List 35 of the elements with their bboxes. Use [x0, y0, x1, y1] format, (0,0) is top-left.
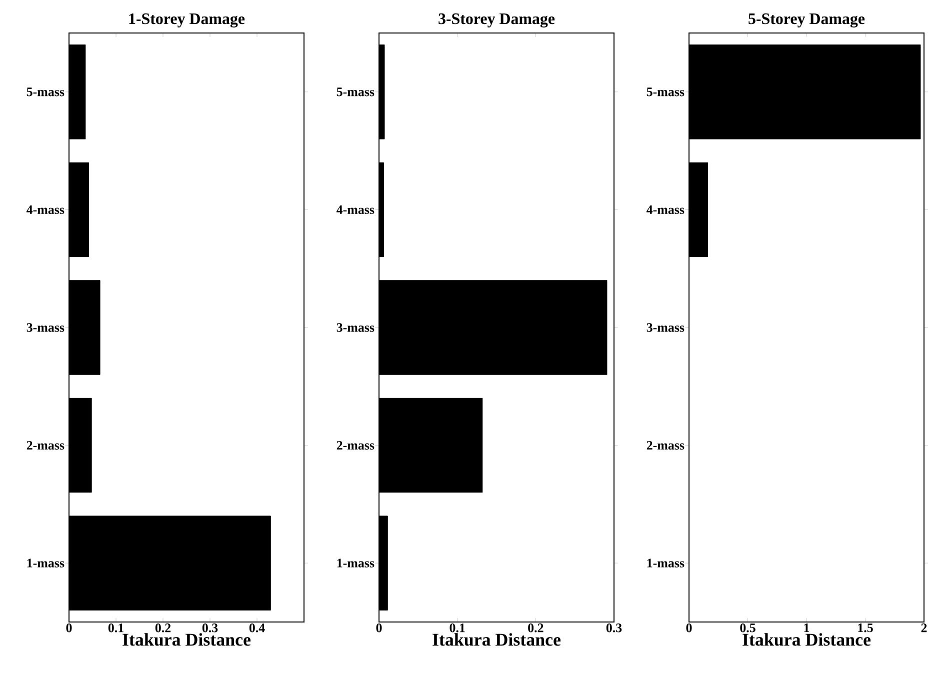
y-tick-label: 2-mass [336, 440, 374, 450]
y-tick-label: 2-mass [646, 440, 684, 450]
chart-title: 3-Storey Damage [438, 13, 555, 28]
x-tick-label: 0.1 [108, 624, 124, 632]
x-tick-label: 0.2 [528, 624, 544, 632]
x-tick-label: 0.3 [202, 624, 218, 632]
x-tick-label: 0.1 [450, 624, 465, 632]
y-tick-label: 1-mass [337, 558, 374, 568]
y-tick-label: 1-mass [647, 558, 684, 568]
x-tick-label: 1 [804, 624, 810, 632]
x-tick-label: 0 [686, 624, 692, 632]
x-tick-label: 1.5 [858, 624, 873, 632]
chart-title: 1-Storey Damage [129, 13, 245, 28]
x-axis-title: Itakura Distance [742, 633, 871, 646]
x-tick-label: 0.3 [606, 624, 622, 632]
x-tick-label: 0.5 [740, 624, 756, 632]
x-tick-label: 0.4 [249, 624, 265, 632]
y-tick-label: 4-mass [26, 205, 64, 214]
x-axis-title: Itakura Distance [432, 633, 561, 646]
chart-title: 5-Storey Damage [748, 13, 865, 28]
y-tick-label: 5-mass [26, 88, 64, 96]
y-tick-label: 5-mass [336, 88, 374, 96]
y-tick-label: 3-mass [26, 323, 64, 332]
y-tick-label: 4-mass [646, 205, 684, 214]
y-tick-label: 3-mass [646, 323, 684, 332]
x-tick-label: 0 [66, 624, 72, 632]
y-tick-label: 2-mass [26, 440, 64, 450]
x-tick-label: 0 [376, 624, 382, 632]
x-axis-title: Itakura Distance [122, 633, 251, 646]
x-tick-label: 0.2 [155, 624, 171, 632]
x-tick-label: 2 [921, 624, 927, 632]
y-tick-label: 1-mass [27, 558, 64, 568]
y-tick-label: 4-mass [336, 205, 374, 214]
y-tick-label: 3-mass [336, 323, 374, 332]
y-tick-label: 5-mass [646, 88, 684, 96]
